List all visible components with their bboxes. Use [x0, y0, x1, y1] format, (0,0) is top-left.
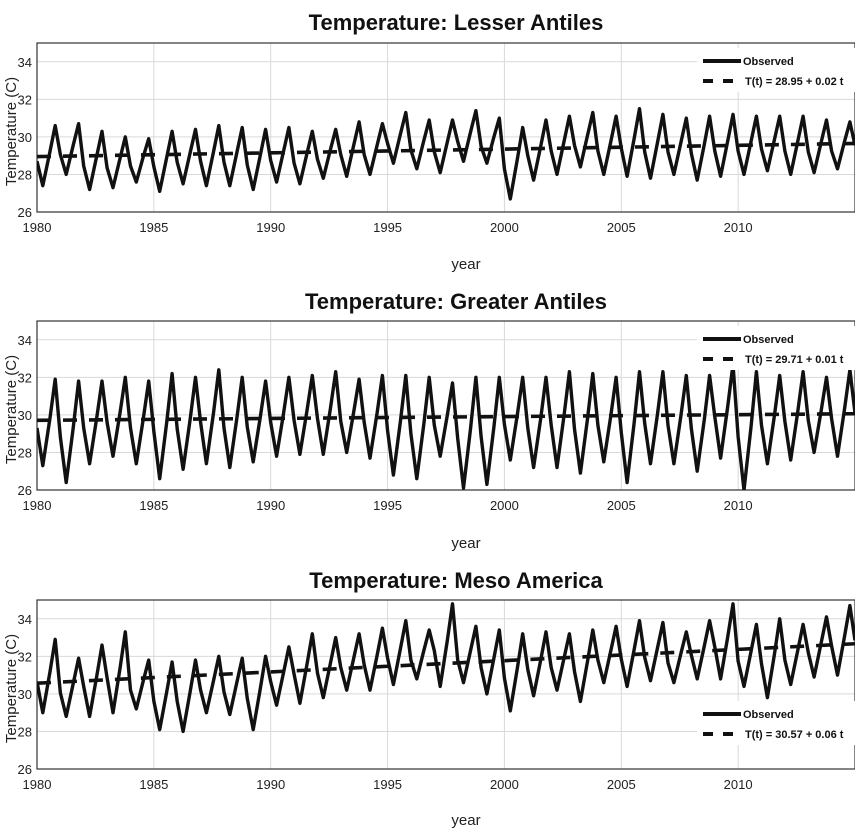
- x-axis-label: year: [451, 535, 480, 552]
- legend-trend-label: T(t) = 30.57 + 0.06 t: [745, 729, 844, 741]
- chart-title: Temperature: Greater Antiles: [305, 289, 607, 314]
- x-tick-label: 2010: [724, 777, 753, 792]
- y-tick-label: 34: [18, 55, 32, 70]
- y-axis-label: Temperature (C): [3, 77, 20, 186]
- y-tick-label: 26: [18, 483, 32, 498]
- legend-box: [697, 701, 855, 745]
- y-tick-label: 30: [18, 687, 32, 702]
- x-tick-label: 1990: [256, 777, 285, 792]
- x-tick-label: 1985: [139, 777, 168, 792]
- y-tick-label: 34: [18, 612, 32, 627]
- x-tick-label: 1995: [373, 498, 402, 513]
- series-observed-line: [37, 107, 855, 201]
- x-tick-label: 1985: [139, 498, 168, 513]
- y-tick-label: 26: [18, 205, 32, 220]
- series-trend-line: [37, 641, 855, 685]
- panel-greater-antiles: 1980 1985 1990 1995 2000 2005 2010 26 28 30 32 34 Ob…: [3, 289, 855, 552]
- x-tick-label: 2010: [724, 498, 753, 513]
- axes-frame: [36, 42, 855, 213]
- panel-lesser-antiles: 1980 1985 1990 1995 2000 2005 2010 26 28 30 32 34 Ob…: [3, 10, 855, 273]
- legend-observed-label: Observed: [743, 334, 794, 346]
- x-tick-label: 2000: [490, 498, 519, 513]
- x-tick-label: 1980: [23, 777, 52, 792]
- y-tick-label: 30: [18, 408, 32, 423]
- legend-observed-label: Observed: [743, 56, 794, 68]
- x-tick-label: 2010: [724, 220, 753, 235]
- x-tick-label: 1990: [256, 498, 285, 513]
- y-tick-label: 34: [18, 333, 32, 348]
- legend-box: [697, 48, 855, 92]
- legend-observed-label: Observed: [743, 709, 794, 721]
- y-tick-label: 28: [18, 724, 32, 739]
- y-tick-label: 32: [18, 92, 32, 107]
- x-tick-label: 1995: [373, 220, 402, 235]
- x-tick-label: 2000: [490, 220, 519, 235]
- x-tick-label: 1995: [373, 777, 402, 792]
- x-tick-label: 2005: [607, 498, 636, 513]
- y-tick-label: 32: [18, 649, 32, 664]
- y-axis-label: Temperature (C): [3, 355, 20, 464]
- panel-meso-america: 1980 1985 1990 1995 2000 2005 2010 26 28 30 32 34 Ob…: [3, 568, 855, 829]
- y-tick-label: 30: [18, 130, 32, 145]
- y-tick-label: 28: [18, 445, 32, 460]
- series-trend-line: [37, 411, 855, 423]
- chart-title: Temperature: Lesser Antiles: [309, 10, 604, 35]
- x-tick-label: 1990: [256, 220, 285, 235]
- x-axis-label: year: [451, 812, 480, 829]
- x-tick-label: 2000: [490, 777, 519, 792]
- x-axis-label: year: [451, 256, 480, 273]
- x-tick-label: 1980: [23, 498, 52, 513]
- x-tick-label: 2005: [607, 777, 636, 792]
- x-tick-label: 2005: [607, 220, 636, 235]
- x-tick-label: 1980: [23, 220, 52, 235]
- series-observed-line: [37, 362, 855, 490]
- y-tick-label: 32: [18, 370, 32, 385]
- x-tick-label: 1985: [139, 220, 168, 235]
- legend-box: [697, 326, 855, 370]
- legend-trend-label: T(t) = 29.71 + 0.01 t: [745, 354, 844, 366]
- legend-trend-label: T(t) = 28.95 + 0.02 t: [745, 76, 844, 88]
- chart-title: Temperature: Meso America: [309, 568, 603, 593]
- y-axis-label: Temperature (C): [3, 634, 20, 743]
- series-trend-line: [37, 141, 855, 159]
- y-tick-label: 26: [18, 762, 32, 777]
- y-tick-label: 28: [18, 167, 32, 182]
- axes-frame: [36, 320, 855, 491]
